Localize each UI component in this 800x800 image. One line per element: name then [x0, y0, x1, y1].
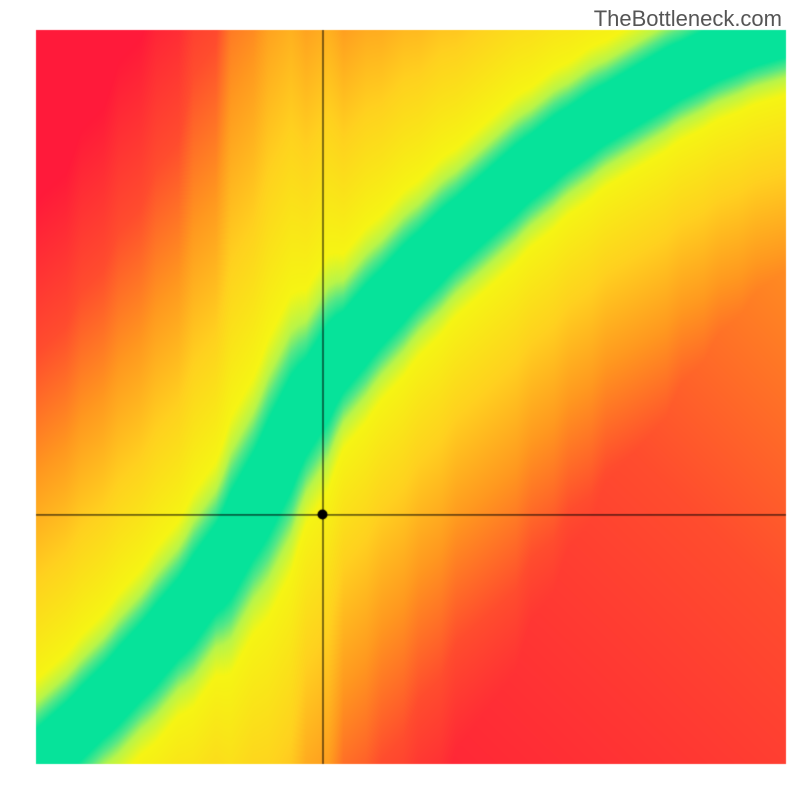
chart-container: TheBottleneck.com	[0, 0, 800, 800]
heatmap-canvas	[0, 0, 800, 800]
watermark-label: TheBottleneck.com	[594, 6, 782, 32]
